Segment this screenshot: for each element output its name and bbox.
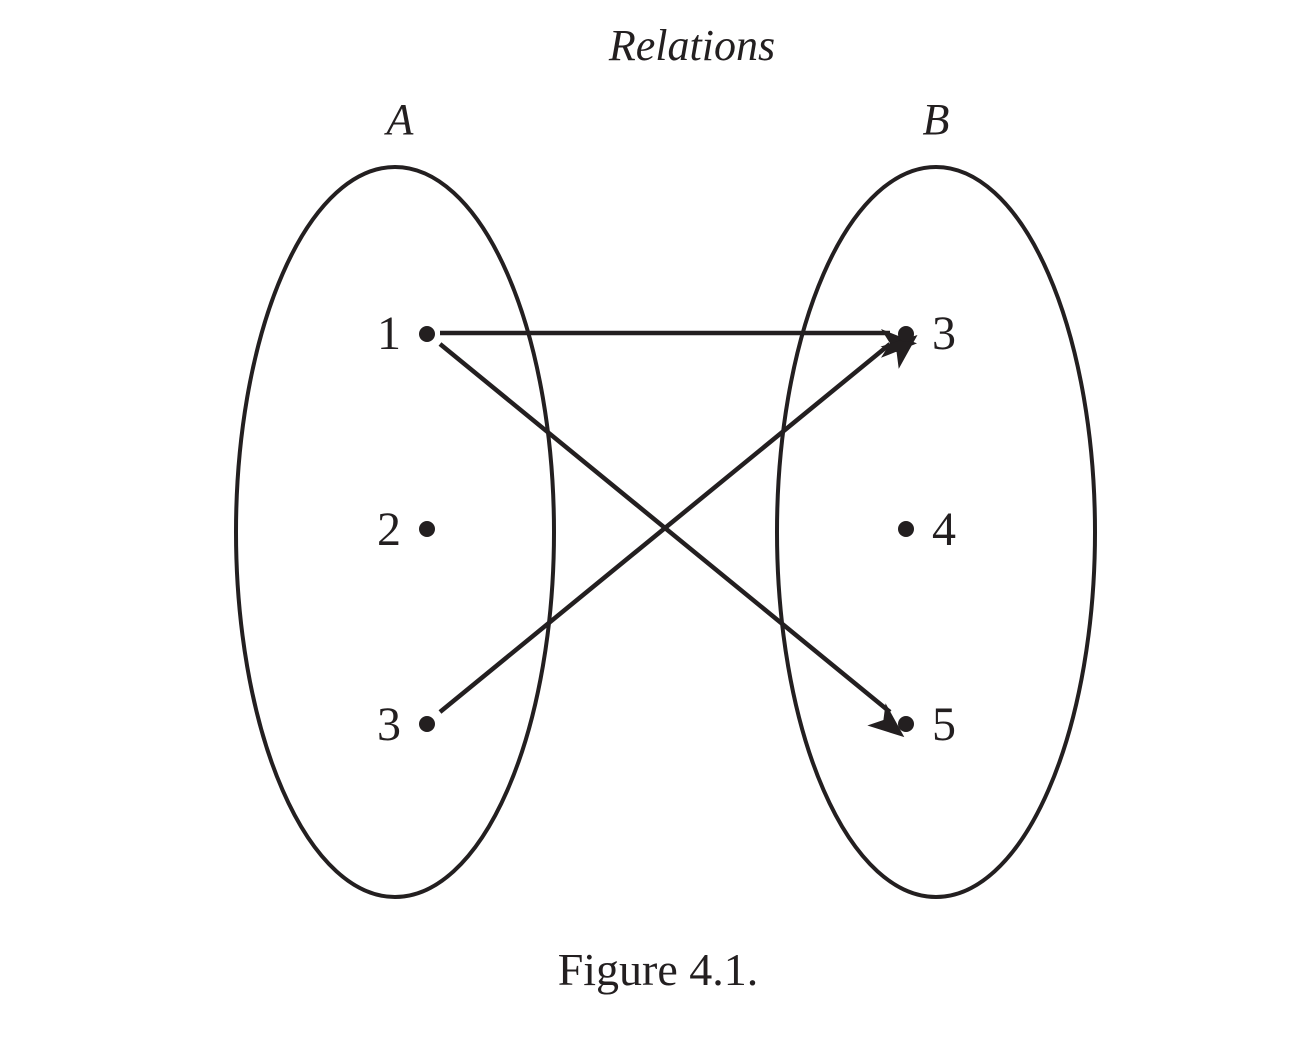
set-a-element-3-dot [419, 716, 435, 732]
set-a-ellipse [234, 165, 556, 899]
set-b-element-3-label: 3 [932, 307, 956, 360]
set-b-ellipse [775, 165, 1097, 899]
arrow-3-to-3 [438, 334, 918, 714]
set-a-element-1-label: 1 [377, 307, 401, 360]
set-a-element-1-dot [419, 326, 435, 342]
figure-caption: Figure 4.1. [558, 944, 759, 995]
set-b-element-5-label: 5 [932, 698, 956, 751]
set-b-label: B [923, 95, 950, 144]
set-b-element-4-label: 4 [932, 503, 956, 556]
diagram-title: Relations [608, 21, 775, 70]
set-a-element-2-dot [419, 521, 435, 537]
set-b-element-5-dot [898, 716, 914, 732]
set-b-element-4-dot [898, 521, 914, 537]
set-a-element-3-label: 3 [377, 698, 401, 751]
set-b-element-3-dot [898, 326, 914, 342]
set-a-element-2-label: 2 [377, 503, 401, 556]
set-a-label: A [384, 95, 415, 144]
